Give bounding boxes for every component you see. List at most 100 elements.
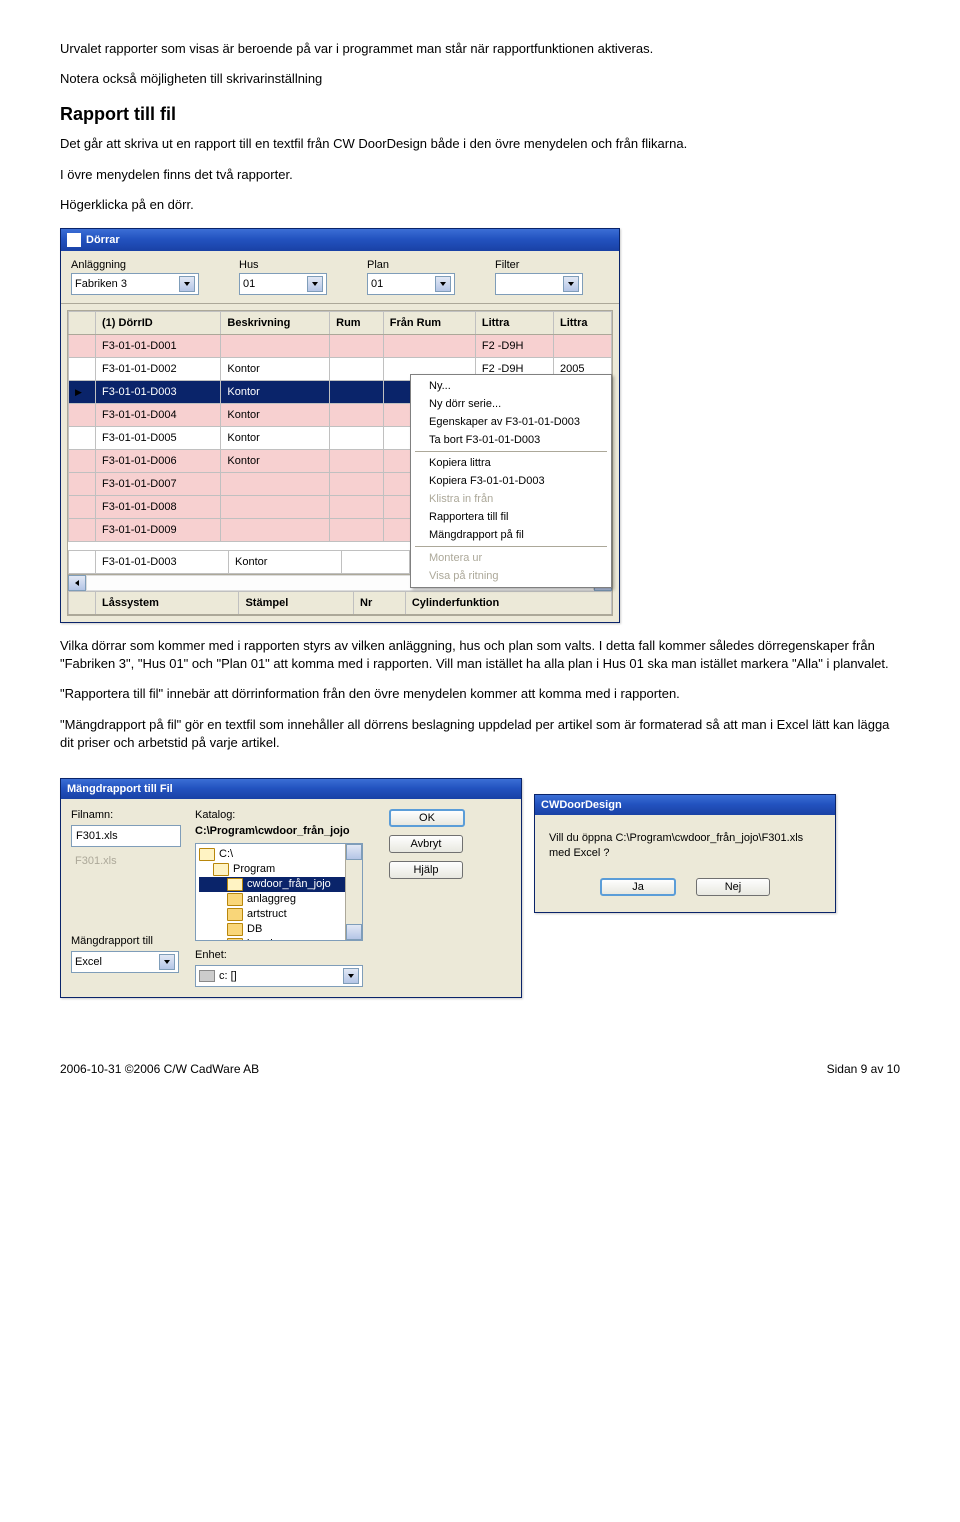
column-header[interactable]: Nr <box>354 591 406 614</box>
paragraph-2: I övre menydelen finns det två rapporter… <box>60 166 900 184</box>
menu-item[interactable]: Ta bort F3-01-01-D003 <box>411 431 611 449</box>
msgbox-titlebar: CWDoorDesign <box>535 795 835 815</box>
column-header[interactable]: Littra <box>553 311 611 334</box>
cell: F3-01-01-D005 <box>96 426 221 449</box>
menu-item[interactable]: Egenskaper av F3-01-01-D003 <box>411 413 611 431</box>
row-marker <box>69 403 96 426</box>
column-header[interactable]: Littra <box>475 311 553 334</box>
hus-label: Hus <box>239 259 327 271</box>
cell <box>383 334 475 357</box>
column-header[interactable]: Rum <box>330 311 384 334</box>
cell <box>221 334 330 357</box>
chevron-down-icon <box>435 276 451 292</box>
footer-right: Sidan 9 av 10 <box>827 1062 900 1076</box>
ok-button[interactable]: OK <box>389 809 465 827</box>
editrow-id[interactable]: F3-01-01-D003 <box>96 550 229 573</box>
plan-label: Plan <box>367 259 455 271</box>
folder-item[interactable]: anlaggreg <box>199 892 359 907</box>
menu-item[interactable]: Kopiera F3-01-01-D003 <box>411 472 611 490</box>
folder-icon <box>227 923 243 936</box>
folder-item[interactable]: kcanlagg <box>199 937 359 941</box>
row-marker <box>69 357 96 380</box>
filter-combo[interactable] <box>495 273 583 295</box>
hjalp-button[interactable]: Hjälp <box>389 861 463 879</box>
column-header[interactable]: Cylinderfunktion <box>405 591 611 614</box>
cell <box>330 472 384 495</box>
cell: Kontor <box>221 403 330 426</box>
mangd-title: Mängdrapport till Fil <box>67 783 173 795</box>
folder-item[interactable]: C:\ <box>199 847 359 862</box>
chevron-down-icon <box>179 276 195 292</box>
folder-label: cwdoor_från_jojo <box>247 878 331 890</box>
folder-icon <box>227 893 243 906</box>
folder-label: kcanlagg <box>247 938 291 941</box>
hus-combo[interactable]: 01 <box>239 273 327 295</box>
cell: Kontor <box>221 449 330 472</box>
chevron-down-icon <box>307 276 323 292</box>
folder-item[interactable]: DB <box>199 922 359 937</box>
folder-label: C:\ <box>219 848 233 860</box>
filters-row: Anläggning Fabriken 3 Hus 01 Plan 01 <box>61 251 619 304</box>
anlaggning-value: Fabriken 3 <box>75 278 127 290</box>
menu-item[interactable]: Kopiera littra <box>411 454 611 472</box>
menu-item[interactable]: Ny... <box>411 377 611 395</box>
cell: F3-01-01-D001 <box>96 334 221 357</box>
cell <box>330 403 384 426</box>
row-marker <box>69 426 96 449</box>
enhet-combo[interactable]: c: [] <box>195 965 363 987</box>
nej-button[interactable]: Nej <box>696 878 770 896</box>
enhet-label: Enhet: <box>195 949 375 961</box>
column-header[interactable]: (1) DörrID <box>96 311 221 334</box>
folder-label: DB <box>247 923 262 935</box>
folder-icon <box>227 908 243 921</box>
table-row[interactable]: F3-01-01-D001 F2 -D9H <box>69 334 612 357</box>
editrow-besk[interactable]: Kontor <box>229 550 342 573</box>
anlaggning-combo[interactable]: Fabriken 3 <box>71 273 199 295</box>
folder-icon <box>227 938 243 941</box>
mangd-till-combo[interactable]: Excel <box>71 951 179 973</box>
drive-icon <box>199 970 215 982</box>
folder-item[interactable]: artstruct <box>199 907 359 922</box>
msgbox-text: Vill du öppna C:\Program\cwdoor_från_joj… <box>549 831 821 862</box>
katalog-list[interactable]: C:\ Programcwdoor_från_jojo anlaggregartst… <box>195 843 363 941</box>
row-marker <box>69 472 96 495</box>
menu-item[interactable]: Rapportera till fil <box>411 508 611 526</box>
cell: F3-01-01-D009 <box>96 518 221 541</box>
paragraph-5: "Rapportera till fil" innebär att dörrin… <box>60 685 900 703</box>
column-header[interactable]: Låssystem <box>96 591 239 614</box>
cell <box>330 380 384 403</box>
window-icon <box>67 233 81 247</box>
column-header[interactable]: Stämpel <box>239 591 354 614</box>
filnamn-input[interactable]: F301.xls <box>71 825 181 847</box>
vertical-scrollbar[interactable] <box>345 844 362 940</box>
scroll-up-icon[interactable] <box>346 844 362 860</box>
scroll-down-icon[interactable] <box>346 924 362 940</box>
chevron-down-icon <box>343 968 359 984</box>
folder-item[interactable]: cwdoor_från_jojo <box>199 877 359 892</box>
avbryt-button[interactable]: Avbryt <box>389 835 463 853</box>
intro-paragraph-1: Urvalet rapporter som visas är beroende … <box>60 40 900 58</box>
cwdoordesign-msgbox: CWDoorDesign Vill du öppna C:\Program\cw… <box>534 794 836 913</box>
cell <box>330 449 384 472</box>
paragraph-1: Det går att skriva ut en rapport till en… <box>60 135 900 153</box>
footer-left: 2006-10-31 ©2006 C/W CadWare AB <box>60 1062 259 1076</box>
cell: F3-01-01-D003 <box>96 380 221 403</box>
menu-item: Montera ur <box>411 549 611 567</box>
scroll-left-icon[interactable] <box>68 575 86 591</box>
menu-item[interactable]: Mängdrapport på fil <box>411 526 611 544</box>
ja-button[interactable]: Ja <box>600 878 676 896</box>
folder-item[interactable]: Program <box>199 862 359 877</box>
cell <box>553 334 611 357</box>
column-header[interactable]: Beskrivning <box>221 311 330 334</box>
cell: F2 -D9H <box>475 334 553 357</box>
mangd-titlebar: Mängdrapport till Fil <box>61 779 521 799</box>
cell: F3-01-01-D008 <box>96 495 221 518</box>
paragraph-6: "Mängdrapport på fil" gör en textfil som… <box>60 716 900 752</box>
cell <box>330 357 384 380</box>
menu-item[interactable]: Ny dörr serie... <box>411 395 611 413</box>
katalog-label: Katalog: <box>195 809 375 821</box>
plan-combo[interactable]: 01 <box>367 273 455 295</box>
cell <box>330 426 384 449</box>
folder-icon <box>227 878 243 891</box>
column-header[interactable]: Från Rum <box>383 311 475 334</box>
